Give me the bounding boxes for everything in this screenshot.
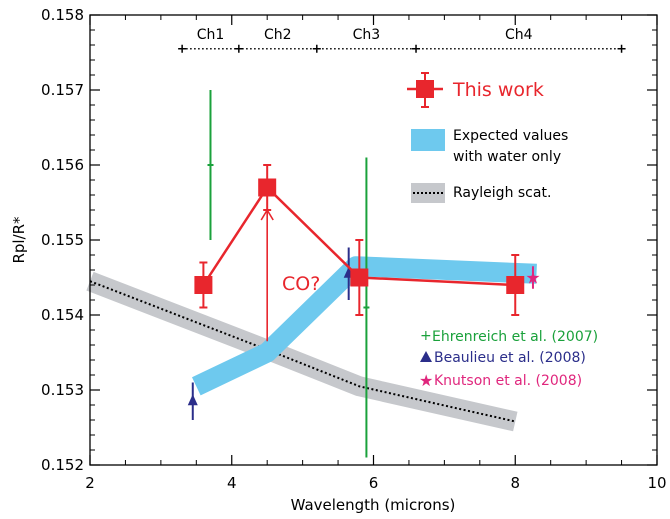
y-tick-label-1: 0.153 (41, 381, 84, 399)
x-tick-label-2: 2 (85, 474, 95, 492)
channel-label-4: Ch4 (505, 27, 533, 43)
legend-knutson-marker: ★ (419, 371, 433, 390)
legend-water-label-line2: with water only (453, 149, 561, 165)
legend-knutson-label: Knutson et al. (2008) (434, 373, 582, 389)
y-axis-label: Rpl/R* (10, 216, 28, 264)
this-work-point-3-marker (350, 268, 369, 287)
this-work-point-1-marker (194, 276, 213, 294)
water-only-band (191, 256, 537, 396)
legend-beaulieu-label: Beaulieu et al. (2008) (434, 350, 586, 366)
y-tick-label-0: 0.152 (41, 456, 84, 474)
channel-label-3: Ch3 (353, 27, 381, 43)
x-tick-label-6: 6 (369, 474, 379, 492)
this-work-line (202, 185, 516, 287)
water-band-layer (191, 256, 537, 396)
legend-rayleigh-label: Rayleigh scat. (453, 185, 551, 201)
legend-water-swatch (411, 129, 445, 151)
legend-ehrenreich-label: Ehrenreich et al. (2007) (432, 329, 598, 345)
legend: This work Expected values with water onl… (407, 72, 598, 390)
axes: 2 4 6 8 10 0.152 0.153 0.154 0.155 0.156 0.157 0.15… (41, 6, 667, 492)
beaulieu-point-1-marker (187, 394, 198, 406)
legend-water-label-line1: Expected values (453, 128, 568, 144)
legend-beaulieu-marker (420, 351, 432, 362)
y-tick-label-3: 0.155 (41, 231, 84, 249)
rayleigh-band-layer (86, 271, 518, 432)
x-tick-label-4: 4 (227, 474, 237, 492)
x-tick-label-8: 8 (510, 474, 520, 492)
legend-this-work-label: This work (452, 79, 544, 101)
co-annotation: CO? (260, 208, 320, 342)
y-tick-label-4: 0.156 (41, 156, 84, 174)
co-annotation-label: CO? (282, 273, 320, 295)
y-tick-label-2: 0.154 (41, 306, 84, 324)
knutson-point-1-marker: ★ (525, 269, 540, 289)
x-axis-label: Wavelength (microns) (291, 496, 456, 514)
this-work-point-2-marker (258, 178, 277, 197)
x-tick-label-10: 10 (647, 474, 666, 492)
this-work-series (194, 164, 525, 316)
y-tick-label-6: 0.158 (41, 6, 84, 24)
y-tick-label-5: 0.157 (41, 81, 84, 99)
legend-this-work-marker (416, 80, 434, 98)
rayleigh-line (89, 280, 516, 423)
channel-label-2: Ch2 (264, 27, 292, 43)
this-work-point-4-marker (506, 276, 525, 294)
channel-bands: Ch1 Ch2 Ch3 Ch4 (178, 27, 626, 53)
channel-label-1: Ch1 (197, 27, 225, 43)
legend-rayleigh-swatch (411, 183, 445, 203)
legend-ehrenreich-marker: + (420, 328, 432, 344)
